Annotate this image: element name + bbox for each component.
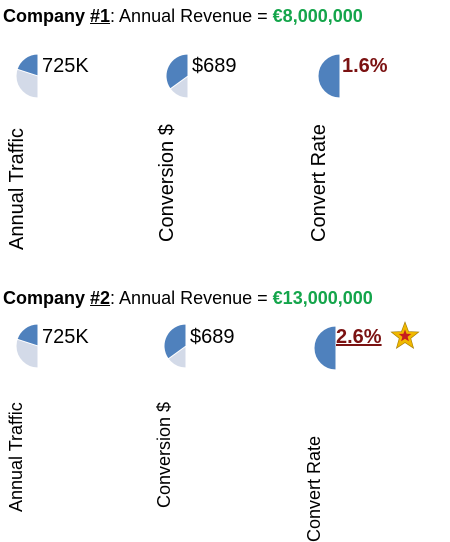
star-icon xyxy=(390,321,420,351)
convert-rate-label: Convert Rate xyxy=(308,124,330,242)
revenue-value: €13,000,000 xyxy=(272,288,373,308)
convert-rate-metric: 1.6% Convert Rate xyxy=(306,52,436,252)
annual-traffic-metric: 725K Annual Traffic xyxy=(4,323,134,534)
conversion-label: Conversion $ xyxy=(154,401,174,508)
conversion-pie xyxy=(152,322,186,370)
pie-wedge xyxy=(313,325,336,371)
annual-traffic-label: Annual Traffic xyxy=(6,402,26,512)
revenue-label: : Annual Revenue = xyxy=(110,6,273,26)
convert-rate-pie xyxy=(302,324,336,372)
pie-wedge xyxy=(165,53,188,90)
revenue-value: €8,000,000 xyxy=(272,6,363,26)
company-number: #2 xyxy=(90,288,111,308)
conversion-value: $689 xyxy=(190,326,235,348)
pie-wedge xyxy=(163,323,186,360)
company-2-heading: Company #2: Annual Revenue = €13,000,000 xyxy=(3,288,373,309)
convert-rate-pie xyxy=(306,52,340,100)
convert-rate-metric: 2.6% Convert Rate xyxy=(302,321,432,542)
company-1-heading: Company #1: Annual Revenue = €8,000,000 xyxy=(3,6,363,27)
company-number: #1 xyxy=(90,6,111,26)
convert-rate-label: Convert Rate xyxy=(304,435,324,542)
annual-traffic-pie xyxy=(4,322,38,370)
conversion-label: Conversion $ xyxy=(156,124,178,242)
annual-traffic-label: Annual Traffic xyxy=(6,128,28,250)
conversion-metric: $689 Conversion $ xyxy=(152,323,282,534)
convert-rate-value: 1.6% xyxy=(342,55,388,77)
convert-rate-value: 2.6% xyxy=(336,326,382,348)
conversion-metric: $689 Conversion $ xyxy=(154,52,284,252)
company-label: Company xyxy=(3,288,91,308)
annual-traffic-pie xyxy=(4,52,38,100)
company-label: Company xyxy=(3,6,91,26)
conversion-value: $689 xyxy=(192,55,237,77)
annual-traffic-value: 725K xyxy=(42,326,89,348)
star-inner xyxy=(398,329,412,342)
pie-wedge xyxy=(16,53,38,77)
pie-wedge xyxy=(317,53,340,99)
annual-traffic-metric: 725K Annual Traffic xyxy=(4,52,134,252)
conversion-pie xyxy=(154,52,188,100)
revenue-label: : Annual Revenue = xyxy=(110,288,273,308)
annual-traffic-value: 725K xyxy=(42,55,89,77)
pie-wedge xyxy=(16,323,38,347)
